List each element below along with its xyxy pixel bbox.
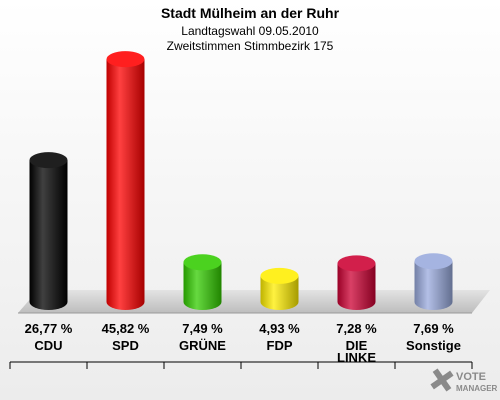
labels-group: 26,77 % CDU 45,82 % SPD 7,49 % GRÜNE 4,93 % FDP… xyxy=(25,321,461,365)
value-label: 7,28 % xyxy=(336,321,377,336)
chart-subtitle-district: Zweitstimmen Stimmbezirk 175 xyxy=(167,39,334,53)
bar-die-linke xyxy=(337,255,376,310)
category-label: LINKE xyxy=(337,350,376,365)
value-label: 4,93 % xyxy=(259,321,300,336)
value-label: 26,77 % xyxy=(25,321,73,336)
bar-body xyxy=(106,59,145,311)
bar-fdp xyxy=(260,267,299,310)
bar-top xyxy=(106,51,145,68)
bar-sonstige xyxy=(414,253,453,310)
logo-x-mark xyxy=(430,368,454,392)
x-axis-ticks xyxy=(9,362,473,369)
chart-subtitle-date: Landtagswahl 09.05.2010 xyxy=(181,24,319,38)
bar-top xyxy=(183,254,222,271)
bar-spd xyxy=(106,51,145,311)
bar-top xyxy=(29,152,68,169)
votemanager-logo: VOTE MANAGER xyxy=(430,368,498,393)
category-label: DIE xyxy=(346,338,368,353)
bar-body xyxy=(29,160,68,310)
bar-top xyxy=(414,253,453,270)
category-label: FDP xyxy=(267,338,293,353)
value-label: 7,69 % xyxy=(413,321,454,336)
bar-body xyxy=(260,275,299,310)
value-label: 7,49 % xyxy=(182,321,223,336)
category-label: GRÜNE xyxy=(179,338,226,353)
category-label: CDU xyxy=(34,338,62,353)
logo-text-manager: MANAGER xyxy=(456,384,498,393)
chart-title: Stadt Mülheim an der Ruhr xyxy=(161,5,340,21)
bar-body xyxy=(414,261,453,310)
category-label: SPD xyxy=(112,338,139,353)
logo-text-vote: VOTE xyxy=(456,371,486,383)
value-label: 45,82 % xyxy=(102,321,150,336)
bars-group xyxy=(29,51,453,311)
bar-grüne xyxy=(183,254,222,310)
bar-top xyxy=(337,255,376,272)
bar-cdu xyxy=(29,152,68,310)
bar-top xyxy=(260,267,299,284)
bar-body xyxy=(183,262,222,310)
bar-body xyxy=(337,263,376,310)
category-label: Sonstige xyxy=(406,338,461,353)
